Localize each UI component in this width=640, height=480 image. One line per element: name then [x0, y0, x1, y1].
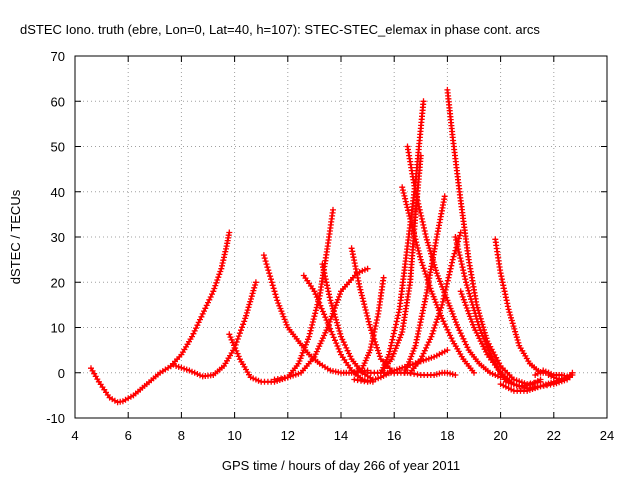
- y-axis-label: dSTEC / TECUs: [8, 189, 23, 284]
- plus-markers: [399, 184, 477, 376]
- plus-markers: [401, 193, 448, 376]
- data-arc: [404, 143, 504, 381]
- y-tick-label: 0: [58, 366, 65, 381]
- y-tick-label: 70: [51, 49, 65, 64]
- data-arc: [444, 86, 544, 388]
- x-tick-label: 4: [71, 428, 78, 443]
- axis-ticks: 4 6 8 10 12 14 16 18 20 22 24 -10 0 10 20 30 40 50 60 70: [46, 49, 614, 443]
- data-arc: [351, 347, 451, 385]
- series-line: [446, 88, 542, 386]
- y-tick-label: 30: [51, 230, 65, 245]
- plus-markers: [351, 274, 387, 376]
- grid: [75, 56, 607, 418]
- plus-markers: [407, 229, 464, 376]
- data-arc: [173, 279, 259, 380]
- data-arc: [260, 252, 371, 376]
- y-tick-label: -10: [46, 411, 65, 426]
- plus-markers: [173, 279, 259, 380]
- plus-markers: [492, 236, 552, 376]
- x-tick-label: 10: [227, 428, 241, 443]
- y-tick-label: 10: [51, 321, 65, 336]
- series-line: [169, 231, 231, 368]
- x-tick-label: 20: [493, 428, 507, 443]
- data-arc: [492, 236, 552, 376]
- data-arc: [226, 206, 336, 385]
- plus-markers: [444, 86, 544, 388]
- plus-markers: [88, 361, 177, 406]
- x-tick-label: 22: [547, 428, 561, 443]
- data-arc: [407, 229, 464, 376]
- x-tick-label: 14: [334, 428, 348, 443]
- y-tick-label: 50: [51, 140, 65, 155]
- x-tick-label: 16: [387, 428, 401, 443]
- x-axis-label: GPS time / hours of day 266 of year 2011: [222, 458, 460, 473]
- data-arc: [167, 229, 233, 369]
- data-arc: [351, 274, 387, 376]
- plus-markers: [260, 252, 371, 376]
- plus-markers: [377, 152, 424, 376]
- plus-markers: [319, 261, 376, 383]
- data-arc: [319, 261, 376, 383]
- data-arc: [545, 369, 576, 383]
- data-arc: [88, 361, 177, 406]
- plus-markers: [300, 272, 376, 385]
- x-tick-label: 12: [281, 428, 295, 443]
- plus-markers: [167, 229, 233, 369]
- y-tick-label: 40: [51, 185, 65, 200]
- plus-markers: [226, 206, 336, 385]
- chart-title: dSTEC Iono. truth (ebre, Lon=0, Lat=40, …: [20, 22, 540, 37]
- y-tick-label: 60: [51, 94, 65, 109]
- data-arc: [399, 184, 477, 376]
- data-arc: [401, 193, 448, 376]
- x-tick-label: 8: [178, 428, 185, 443]
- data-arc: [377, 152, 424, 376]
- data-series: [88, 86, 576, 406]
- data-arc: [300, 272, 376, 385]
- x-tick-label: 6: [125, 428, 132, 443]
- plus-markers: [545, 369, 576, 383]
- data-arc: [271, 265, 371, 383]
- x-tick-label: 18: [440, 428, 454, 443]
- x-tick-label: 24: [600, 428, 614, 443]
- y-tick-label: 20: [51, 275, 65, 290]
